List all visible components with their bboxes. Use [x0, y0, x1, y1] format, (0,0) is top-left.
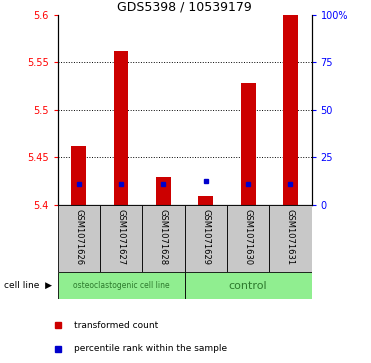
Text: GSM1071629: GSM1071629	[201, 209, 210, 265]
Text: osteoclastogenic cell line: osteoclastogenic cell line	[73, 281, 169, 290]
Bar	[227, 205, 269, 272]
Bar	[185, 205, 227, 272]
Bar	[283, 15, 298, 205]
Text: control: control	[229, 281, 267, 291]
Bar	[185, 272, 312, 299]
Bar	[198, 196, 213, 205]
Bar	[241, 83, 256, 205]
Bar	[71, 146, 86, 205]
Text: GSM1071630: GSM1071630	[244, 209, 253, 265]
Bar	[269, 205, 312, 272]
Bar	[142, 205, 185, 272]
Text: transformed count: transformed count	[74, 321, 158, 330]
Text: GSM1071628: GSM1071628	[159, 209, 168, 265]
Text: cell line  ▶: cell line ▶	[4, 281, 52, 290]
Bar	[100, 205, 142, 272]
Bar	[114, 51, 128, 205]
Title: GDS5398 / 10539179: GDS5398 / 10539179	[117, 0, 252, 13]
Text: GSM1071627: GSM1071627	[116, 209, 125, 265]
Text: percentile rank within the sample: percentile rank within the sample	[74, 344, 227, 354]
Text: GSM1071626: GSM1071626	[74, 209, 83, 265]
Bar	[156, 176, 171, 205]
Bar	[58, 205, 100, 272]
Text: GSM1071631: GSM1071631	[286, 209, 295, 265]
Bar	[58, 272, 185, 299]
